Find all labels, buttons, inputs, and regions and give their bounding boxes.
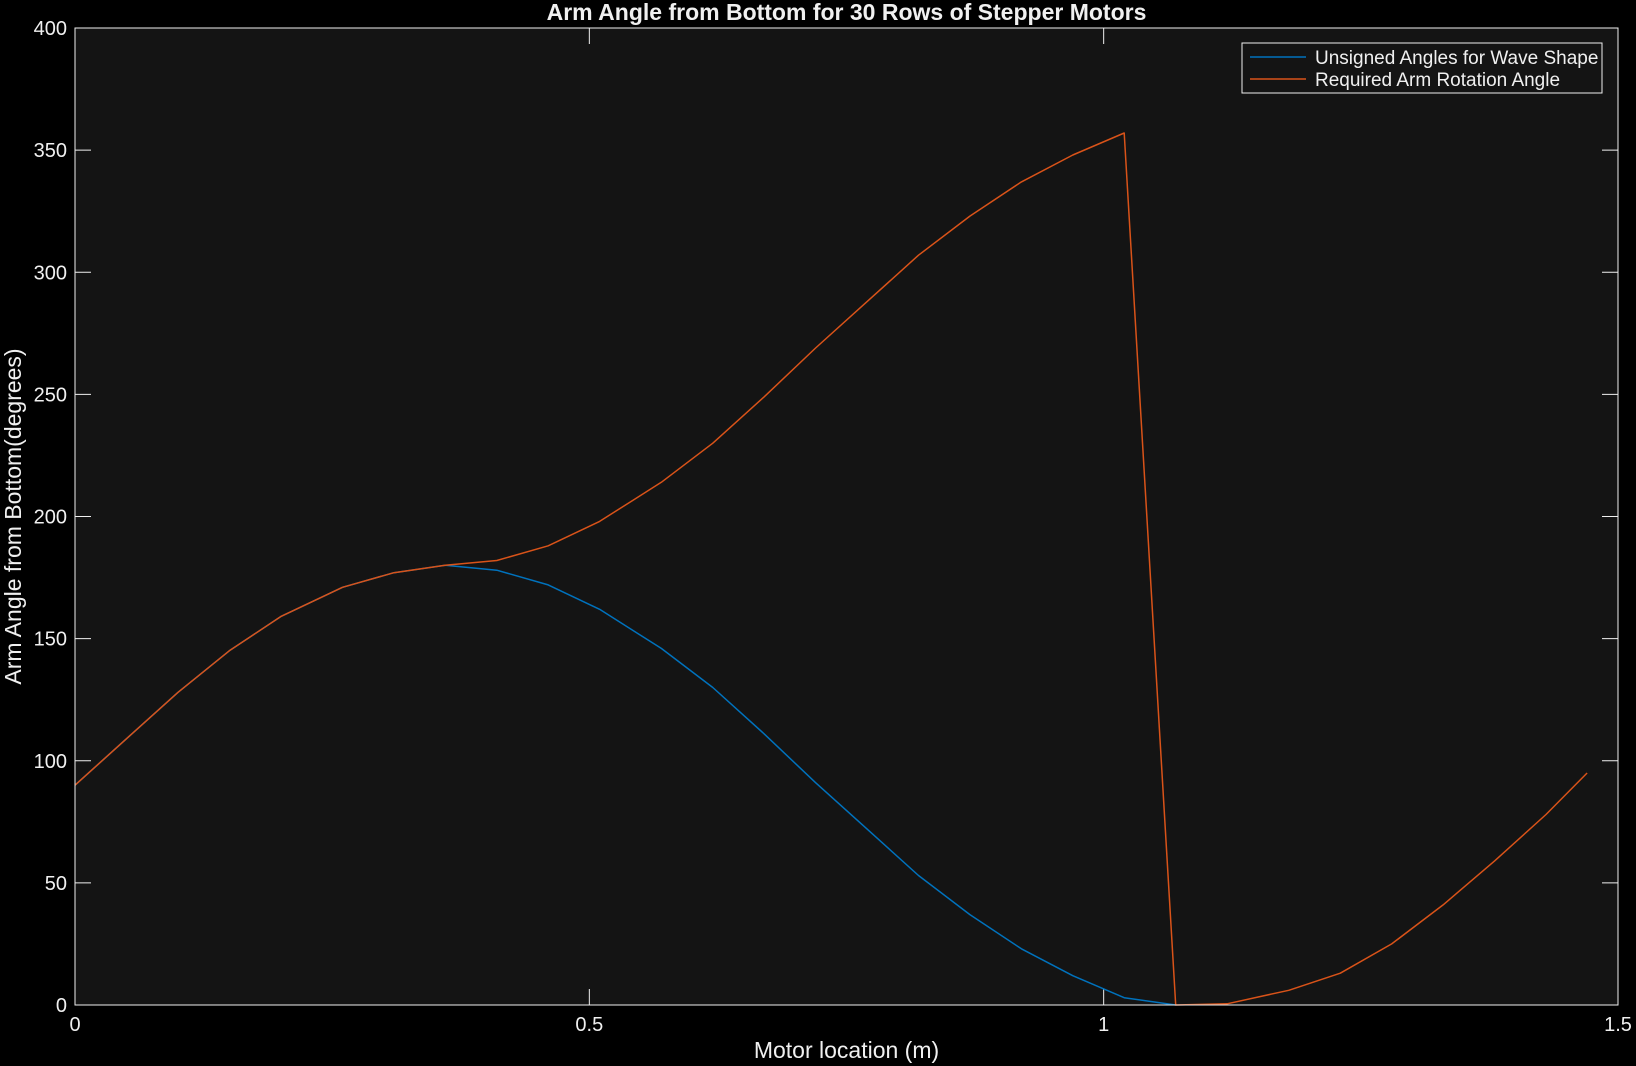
legend-box	[1241, 42, 1603, 94]
x-tick-label: 1.5	[1604, 1014, 1632, 1036]
legend-label-required-rotation: Required Arm Rotation Angle	[1315, 70, 1560, 91]
y-tick-label: 300	[34, 262, 67, 284]
y-tick-label: 50	[45, 873, 67, 895]
y-tick-label: 400	[34, 18, 67, 40]
y-tick-label: 150	[34, 629, 67, 651]
chart-title: Arm Angle from Bottom for 30 Rows of Ste…	[547, 0, 1147, 25]
y-tick-label: 250	[34, 384, 67, 406]
x-tick-label: 0	[69, 1014, 80, 1036]
axis-ticks: 0 0.5 1 1.5 0 50 100 150 200 250 300 350 400	[34, 18, 1632, 1036]
x-tick-label: 1	[1098, 1014, 1109, 1036]
x-axis-title: Motor location (m)	[754, 1037, 939, 1063]
legend: Unsigned Angles for Wave Shape Required …	[1241, 42, 1603, 94]
y-tick-label: 200	[34, 507, 67, 529]
y-tick-label: 100	[34, 751, 67, 773]
y-axis-title: Arm Angle from Bottom(degrees)	[0, 348, 26, 684]
plot-area	[75, 28, 1618, 1005]
x-tick-label: 0.5	[575, 1014, 603, 1036]
y-tick-label: 0	[56, 995, 67, 1017]
legend-label-unsigned-angles: Unsigned Angles for Wave Shape	[1315, 48, 1598, 69]
data-series	[74, 132, 1588, 1006]
series-line-required-rotation	[74, 132, 1588, 1006]
plot-frame	[74, 27, 1619, 1006]
y-tick-label: 350	[34, 140, 67, 162]
